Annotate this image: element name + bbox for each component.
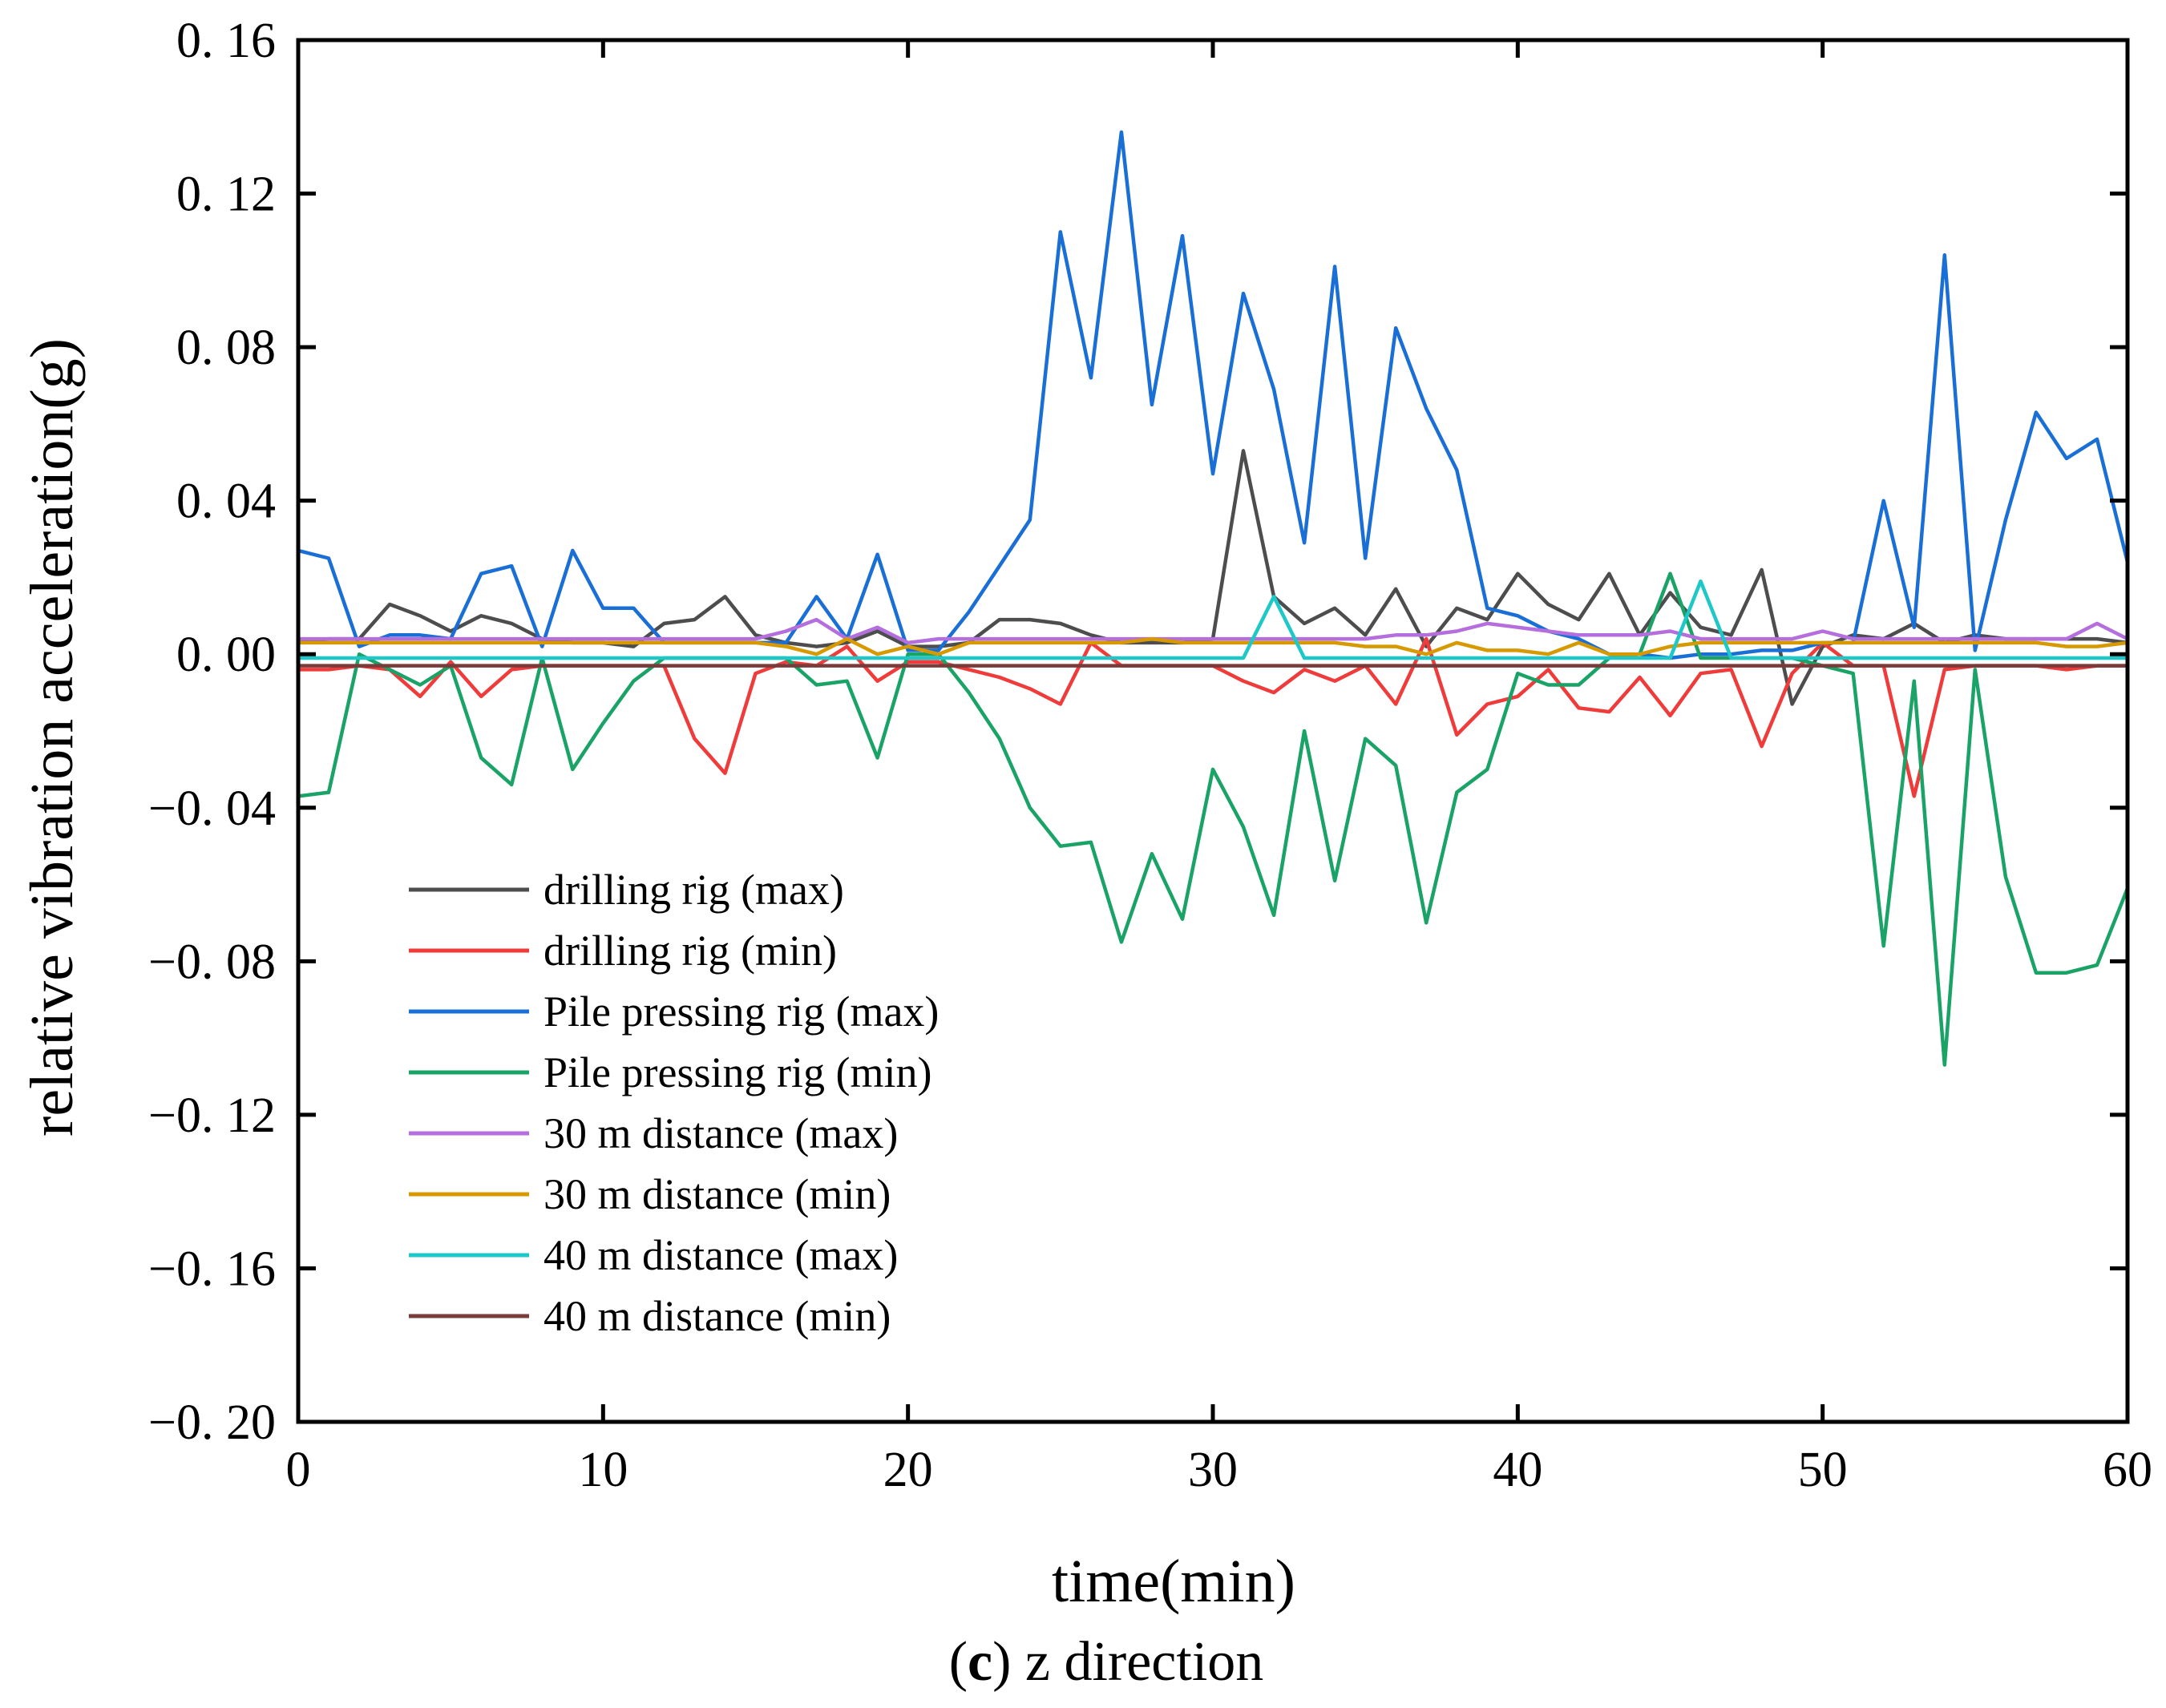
legend-label-4: Pile pressing rig (min): [544, 1048, 931, 1096]
caption-open: (: [949, 1631, 968, 1693]
y-axis-title: relative vibration acceleration(g): [18, 338, 86, 1137]
legend-label-8: 40 m distance (min): [544, 1292, 891, 1340]
figure-caption: (c) z direction: [949, 1631, 1264, 1693]
legend-label-7: 40 m distance (max): [544, 1231, 898, 1279]
x-tick-label: 10: [578, 1443, 628, 1497]
legend-label-1: drilling rig (max): [544, 866, 844, 914]
y-tick-label: 0. 04: [176, 474, 276, 529]
legend: drilling rig (max) drilling rig (min) Pile…: [409, 866, 939, 1340]
x-tick-label: 0: [286, 1443, 311, 1497]
axes-layer: 0. 16 0. 12 0. 08 0. 04 0. 00 −0. 04 −0. 08 −0.…: [148, 14, 2152, 1497]
x-tick-label: 60: [2103, 1443, 2152, 1497]
legend-label-6: 30 m distance (min): [544, 1170, 891, 1218]
series-line-5: [298, 617, 2129, 645]
y-tick-label: −0. 12: [148, 1088, 276, 1143]
legend-label-3: Pile pressing rig (max): [544, 987, 939, 1036]
y-tick-label: −0. 16: [148, 1242, 276, 1296]
x-tick-label: 20: [883, 1443, 933, 1497]
caption-label: c: [968, 1631, 992, 1693]
y-tick-label: 0. 12: [176, 168, 276, 222]
x-tick-label: 30: [1188, 1443, 1238, 1497]
series-line-6: [298, 636, 2128, 656]
caption-text: z direction: [1011, 1631, 1263, 1693]
legend-label-2: drilling rig (min): [544, 927, 837, 975]
series-layer: [297, 130, 2130, 1067]
y-tick-label: 0. 00: [176, 628, 276, 682]
y-tick-label: −0. 04: [148, 781, 276, 836]
y-tick-label: 0. 08: [176, 321, 276, 375]
series-line-7: [298, 579, 2128, 660]
caption-close: ): [992, 1631, 1011, 1693]
y-tick-label: −0. 08: [148, 935, 276, 989]
y-tick-label: 0. 16: [176, 14, 276, 68]
x-axis-title: time(min): [1052, 1548, 1295, 1615]
x-tick-label: 50: [1798, 1443, 1848, 1497]
y-tick-label: −0. 20: [148, 1395, 276, 1450]
x-tick-label: 40: [1493, 1443, 1542, 1497]
legend-label-5: 30 m distance (max): [544, 1109, 898, 1157]
